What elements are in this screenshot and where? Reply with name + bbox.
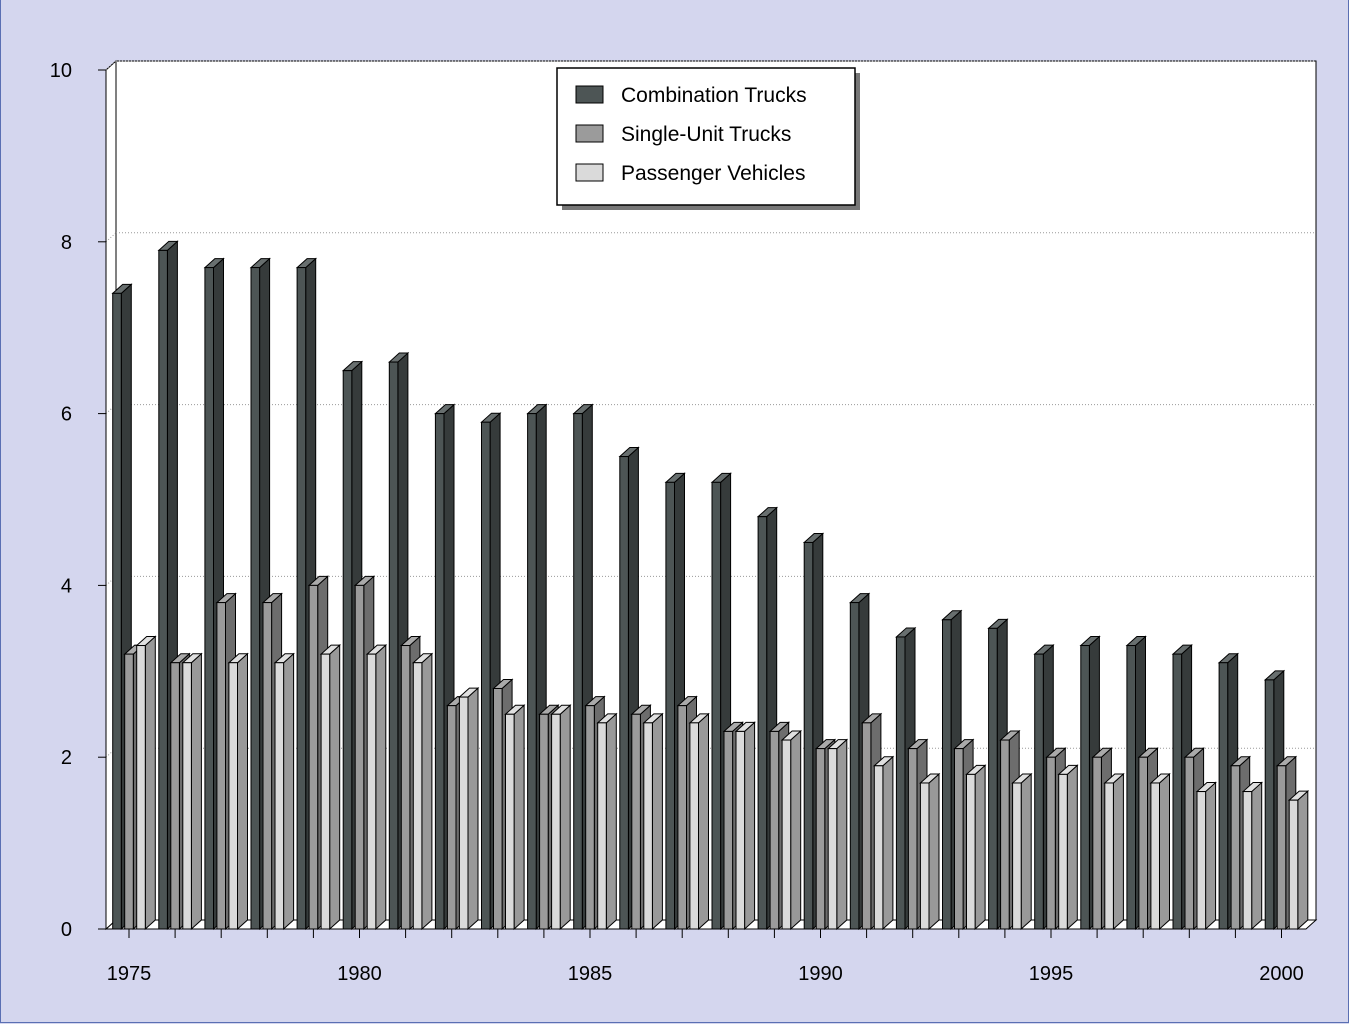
- bar-passenger-vehicles-1980: [365, 643, 388, 931]
- bar-passenger-vehicles-1997: [1149, 772, 1171, 931]
- y-tick-label: 10: [50, 60, 72, 82]
- x-tick-label: 1995: [1029, 963, 1074, 985]
- x-tick-label: 1990: [798, 963, 843, 985]
- bar-passenger-vehicles-1988: [734, 721, 756, 931]
- bar-passenger-vehicles-2000: [1287, 790, 1310, 931]
- y-tick-label: 6: [61, 404, 72, 426]
- x-tick-label: 1985: [568, 963, 613, 985]
- bar-passenger-vehicles-1996: [1103, 772, 1125, 931]
- y-tick-label: 4: [61, 575, 72, 597]
- x-tick-label: 2000: [1259, 963, 1304, 985]
- bar-passenger-vehicles-1987: [688, 712, 710, 931]
- bar-passenger-vehicles-1986: [642, 712, 664, 931]
- y-tick-label: 8: [61, 232, 72, 254]
- legend-swatch: [575, 163, 604, 182]
- legend-label: Passenger Vehicles: [621, 162, 805, 185]
- bar-passenger-vehicles-1981: [411, 652, 434, 931]
- bar-passenger-vehicles-1999: [1241, 781, 1264, 931]
- bar-passenger-vehicles-1991: [872, 755, 895, 931]
- legend-swatch: [575, 124, 604, 143]
- legend-box: [556, 67, 856, 206]
- bar-passenger-vehicles-1977: [227, 652, 249, 931]
- bar-passenger-vehicles-1976: [181, 652, 203, 931]
- y-tick-label: 2: [61, 747, 72, 769]
- bar-passenger-vehicles-1979: [319, 643, 342, 931]
- bar-passenger-vehicles-1995: [1057, 764, 1079, 931]
- bar-passenger-vehicles-1992: [919, 772, 941, 931]
- bar-passenger-vehicles-1990: [826, 738, 849, 931]
- gridline-side: [105, 576, 117, 586]
- bar-passenger-vehicles-1975: [135, 635, 157, 931]
- bar-passenger-vehicles-1978: [273, 652, 295, 931]
- legend-label: Combination Trucks: [621, 84, 807, 107]
- legend-label: Single-Unit Trucks: [621, 123, 791, 146]
- bar-passenger-vehicles-1989: [780, 729, 803, 931]
- bar-passenger-vehicles-1993: [965, 764, 987, 931]
- legend: Combination Trucks Single-Unit Trucks Pass…: [556, 67, 860, 210]
- legend-swatch: [575, 85, 604, 104]
- bar-passenger-vehicles-1994: [1011, 772, 1033, 931]
- bar-passenger-vehicles-1983: [504, 704, 526, 931]
- bars: [111, 240, 1310, 931]
- bar-passenger-vehicles-1984: [550, 704, 572, 931]
- axes: 0 2 4 6 8 10 1975 1980 1985 1990 1995 2000: [50, 60, 1306, 985]
- bar-passenger-vehicles-1985: [596, 712, 618, 931]
- gridline-side: [105, 747, 117, 758]
- gridline-side: [105, 60, 117, 71]
- gridline-side: [105, 232, 117, 243]
- gridline-side: [105, 404, 117, 414]
- x-tick-label: 1975: [107, 963, 152, 985]
- bar-passenger-vehicles-1982: [458, 686, 480, 931]
- x-tick-label: 1980: [337, 963, 382, 985]
- y-tick-label: 0: [61, 919, 72, 941]
- bar-passenger-vehicles-1998: [1195, 781, 1217, 931]
